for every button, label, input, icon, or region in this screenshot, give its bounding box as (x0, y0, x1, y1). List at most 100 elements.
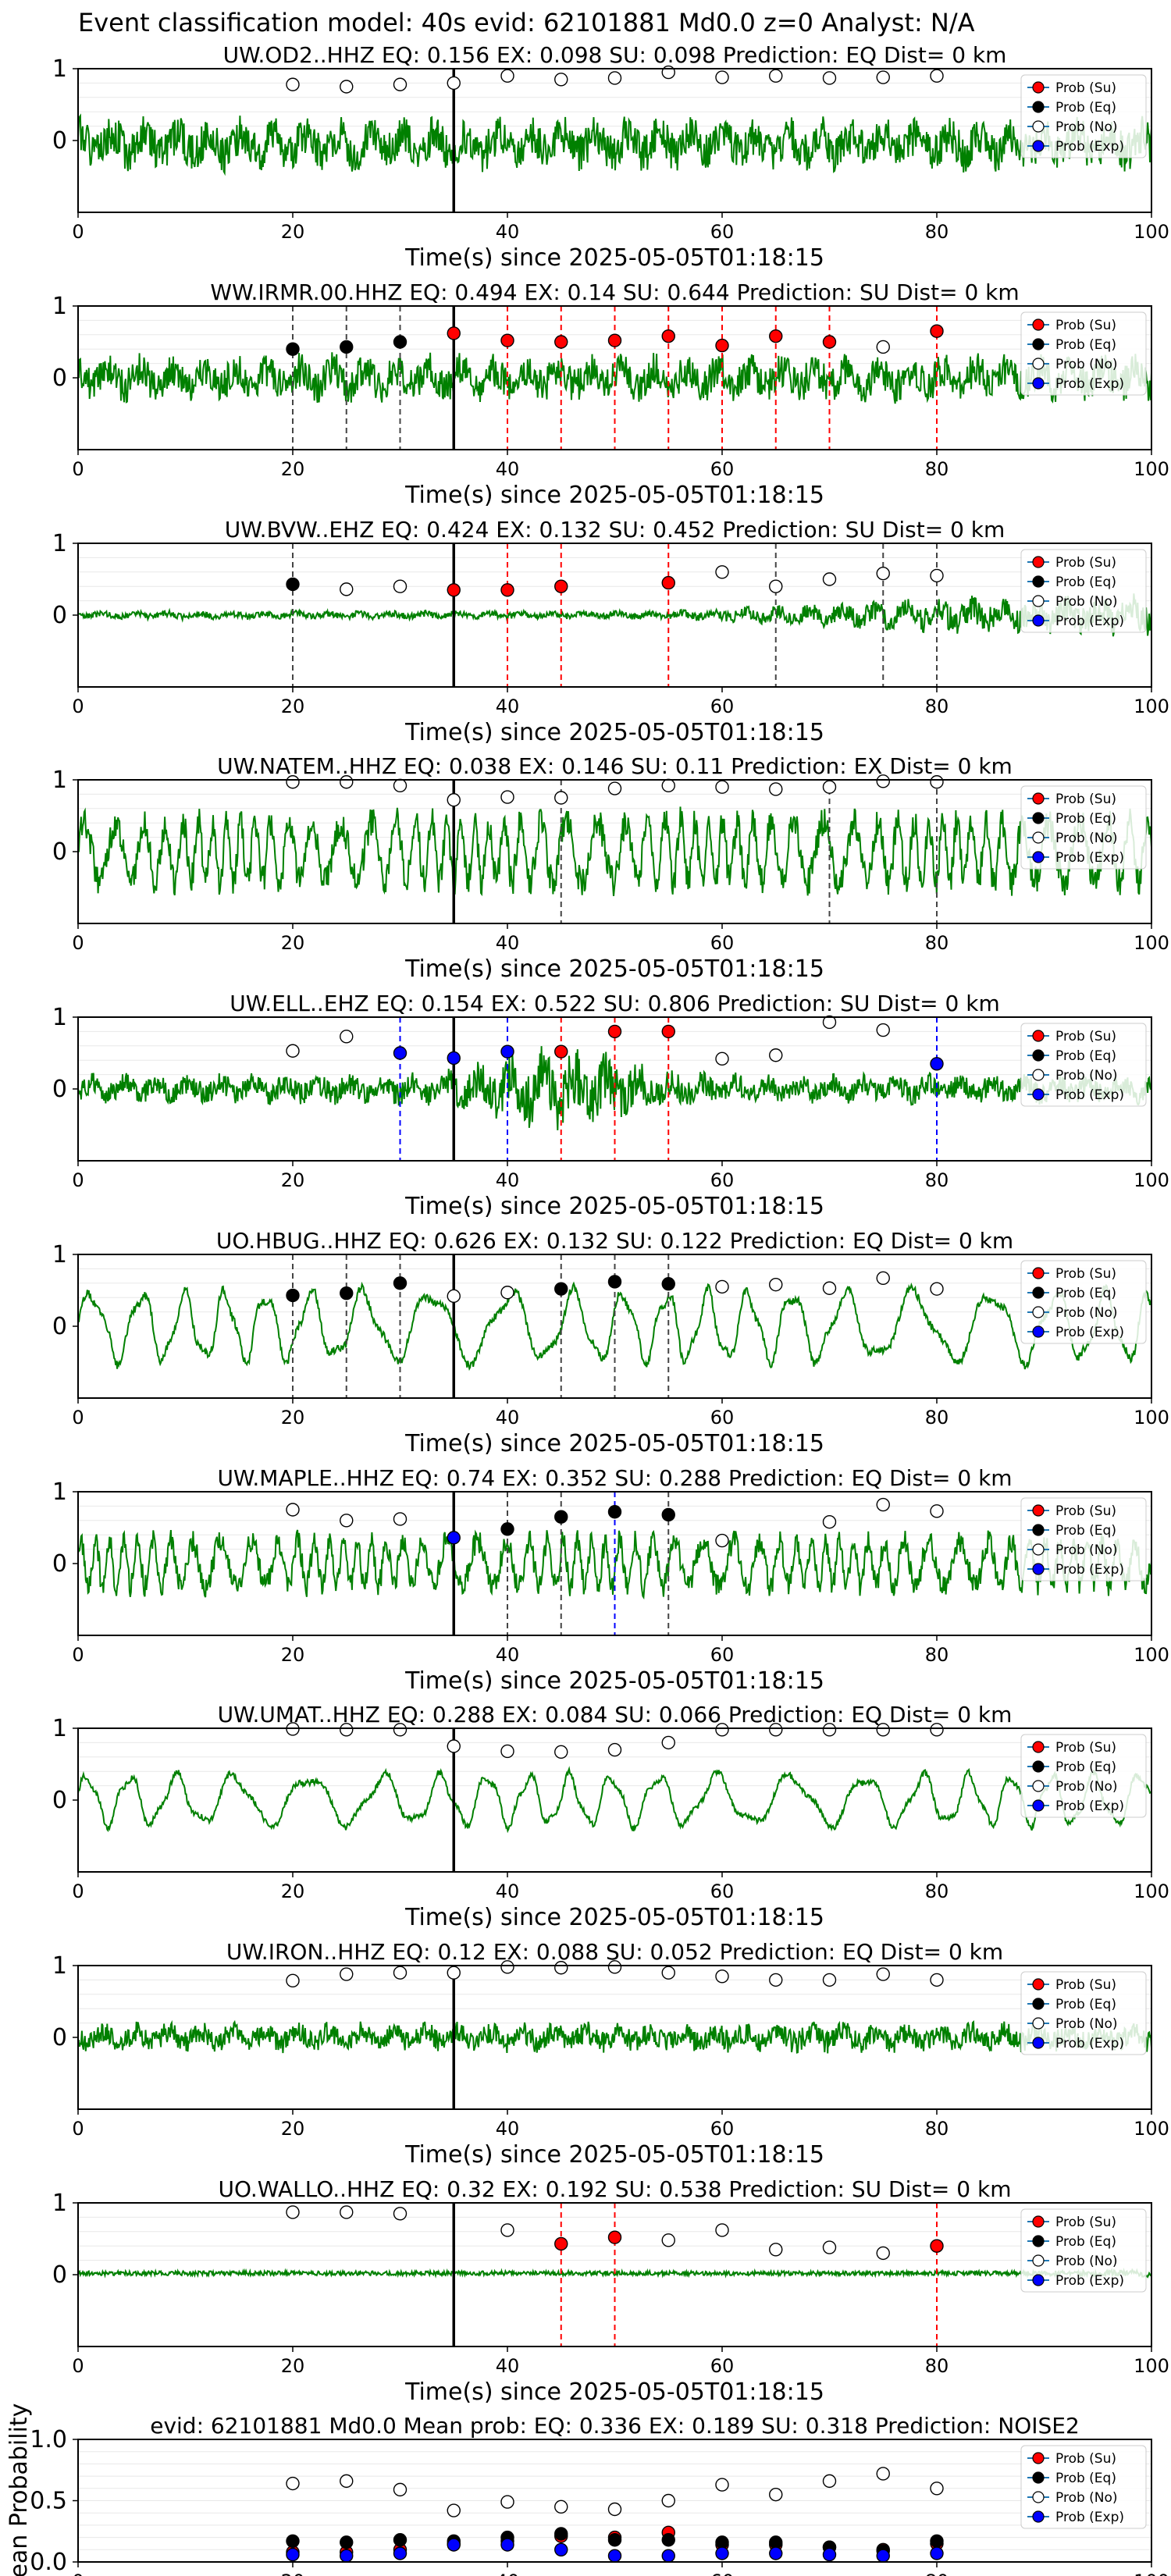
x-tick-label: 20 (281, 1644, 305, 1666)
x-tick-label: 20 (281, 2355, 305, 2377)
prob-point (393, 579, 408, 593)
prob-point (822, 2474, 837, 2489)
legend-marker (1032, 358, 1045, 370)
x-tick-label: 40 (496, 2355, 520, 2377)
legend-marker (1032, 120, 1045, 133)
legend-label: Prob (Exp) (1055, 1562, 1124, 1578)
prob-point (607, 2533, 622, 2547)
x-tick-label: 40 (496, 932, 520, 954)
legend-marker (1032, 1760, 1045, 1773)
x-tick-label: 80 (925, 458, 949, 480)
prob-point (340, 1967, 354, 1981)
legend-marker (1032, 614, 1045, 627)
y-tick-label: 1 (52, 530, 67, 557)
x-tick-label: 100 (1134, 696, 1169, 717)
x-tick-label: 100 (1134, 932, 1169, 954)
x-tick-label: 100 (1134, 2118, 1169, 2140)
legend-marker (1032, 1741, 1045, 1753)
prob-point (822, 2240, 837, 2254)
legend-box (1020, 1023, 1147, 1107)
legend: Prob (Su) Prob (Eq) Prob (No) Prob (Exp) (1020, 1971, 1147, 2055)
legend-label: Prob (No) (1055, 119, 1118, 135)
x-tick-label: 60 (710, 1169, 735, 1191)
x-tick-label: 100 (1134, 458, 1169, 480)
panel-title: evid: 62101881 Md0.0 Mean prob: EQ: 0.33… (150, 2413, 1080, 2439)
x-tick-label: 60 (710, 1407, 735, 1429)
legend-label: Prob (Su) (1055, 318, 1116, 333)
y-tick-label: 0 (52, 838, 67, 866)
legend-label: Prob (Su) (1055, 1740, 1116, 1756)
prob-point (876, 1967, 890, 1981)
prob-point (340, 340, 354, 354)
x-tick-label: 100 (1134, 221, 1169, 243)
x-tick-label: 80 (925, 1880, 949, 1902)
prob-point (447, 1739, 461, 1753)
prob-point (661, 2233, 675, 2247)
x-tick-label: 20 (281, 458, 305, 480)
legend-label: Prob (No) (1055, 831, 1118, 846)
prob-point (876, 70, 890, 84)
y-tick-label: 1 (52, 1004, 67, 1031)
prob-point (769, 782, 783, 796)
legend-label: Prob (No) (1055, 1542, 1118, 1558)
legend-marker (1032, 2452, 1045, 2464)
prob-point (822, 335, 837, 349)
prob-point (500, 1286, 514, 1300)
prob-point (447, 583, 461, 597)
x-tick-label: 0 (72, 1169, 84, 1191)
legend-marker (1032, 2471, 1045, 2484)
prob-point (822, 1723, 837, 1737)
prob-point (554, 2527, 568, 2541)
x-tick-label: 0 (72, 2571, 84, 2576)
x-axis-label: Time(s) since 2025-05-05T01:18:15 (404, 2379, 824, 2406)
prob-point (769, 1048, 783, 1062)
y-tick-label: 1.0 (30, 2426, 67, 2453)
seismic-trace (77, 806, 1152, 897)
prob-point (769, 579, 783, 593)
legend-box (1020, 1971, 1147, 2055)
prob-point (607, 1275, 622, 1289)
y-tick-label: 0.5 (30, 2488, 67, 2515)
legend-marker (1032, 1504, 1045, 1517)
prob-point (340, 2474, 354, 2489)
prob-point (500, 790, 514, 804)
prob-point (393, 1046, 408, 1060)
panel-title: UW.UMAT..HHZ EQ: 0.288 EX: 0.084 SU: 0.0… (218, 1702, 1013, 1727)
y-axis-label: Mean Probability (5, 2403, 33, 2576)
legend-marker (1032, 1306, 1045, 1318)
prob-point (340, 2535, 354, 2549)
y-tick-label: 0 (52, 127, 67, 155)
chart-panel-4: UW.NATEM..HHZ EQ: 0.038 EX: 0.146 SU: 0.… (52, 753, 1169, 983)
x-tick-label: 0 (72, 2118, 84, 2140)
legend-label: Prob (Su) (1055, 1977, 1116, 1993)
panel-title: UW.ELL..EHZ EQ: 0.154 EX: 0.522 SU: 0.80… (230, 991, 1000, 1016)
legend-marker (1032, 2235, 1045, 2247)
x-tick-label: 0 (72, 221, 84, 243)
legend-marker (1032, 851, 1045, 863)
x-tick-label: 40 (496, 1407, 520, 1429)
x-tick-label: 100 (1134, 1644, 1169, 1666)
prob-point (500, 1744, 514, 1759)
prob-point (554, 335, 568, 349)
legend-label: Prob (No) (1055, 1068, 1118, 1083)
seismic-trace (77, 593, 1152, 637)
prob-point (661, 778, 675, 793)
prob-point (769, 1723, 783, 1737)
legend-label: Prob (Exp) (1055, 1325, 1124, 1340)
legend-label: Prob (Eq) (1055, 1286, 1116, 1301)
prob-point (930, 1723, 944, 1737)
legend-marker (1032, 338, 1045, 350)
prob-point (393, 2533, 408, 2547)
prob-point (447, 793, 461, 807)
prob-point (393, 1723, 408, 1737)
prob-point (930, 2546, 944, 2560)
prob-point (822, 1514, 837, 1529)
prob-point (500, 583, 514, 597)
x-tick-label: 80 (925, 1407, 949, 1429)
y-tick-label: 0.0 (30, 2549, 67, 2576)
seismic-trace (77, 2267, 1152, 2279)
prob-point (340, 2549, 354, 2563)
x-axis-label: Time(s) since 2025-05-05T01:18:15 (404, 1904, 824, 1931)
prob-point (286, 77, 300, 91)
